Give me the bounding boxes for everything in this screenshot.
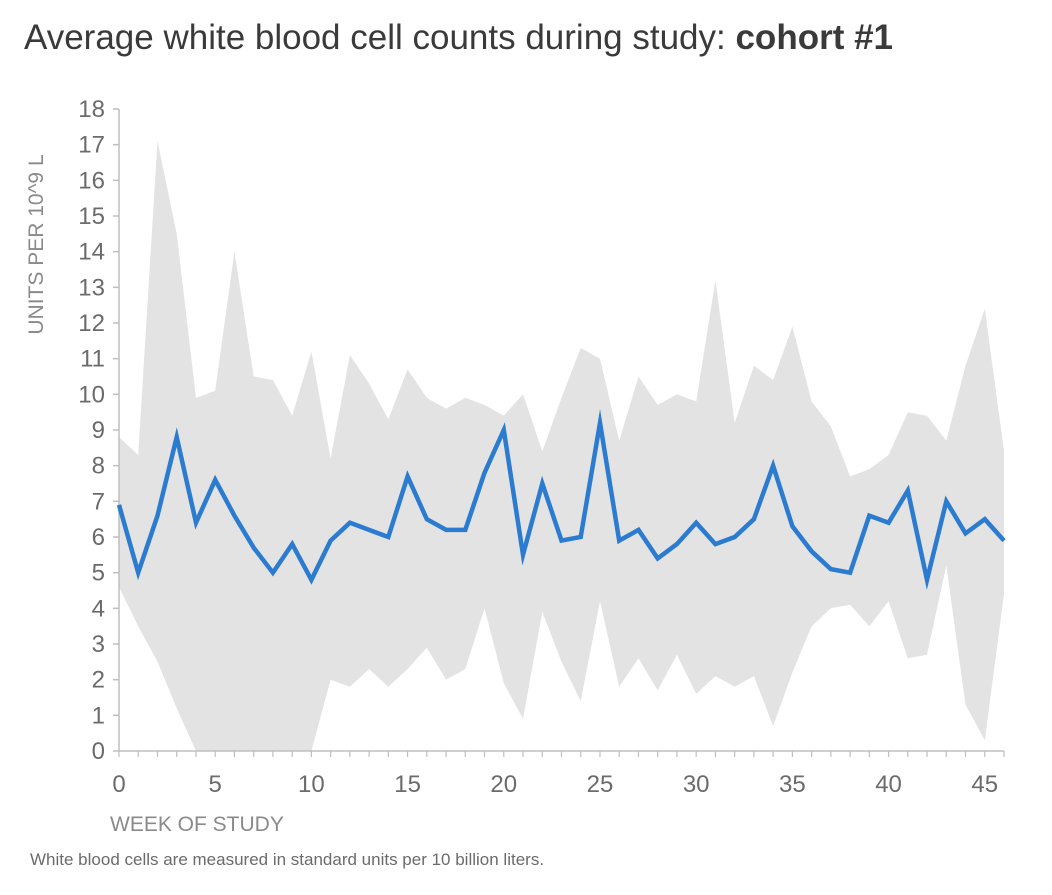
x-tick-label: 0 [112, 771, 125, 798]
x-tick-label: 20 [490, 771, 517, 798]
y-tick-label: 4 [92, 595, 105, 622]
x-tick-label: 10 [298, 771, 325, 798]
x-tick-label: 35 [779, 771, 806, 798]
y-tick-label: 15 [78, 203, 105, 230]
average-line-layer [116, 409, 1006, 590]
range-band-layer [119, 141, 1004, 752]
y-tick-label: 2 [92, 667, 105, 694]
y-axis-title: UNITS PER 10^9 L [25, 154, 48, 334]
x-tick-label: 40 [875, 771, 902, 798]
chart-title-main: Average white blood cell counts during s… [24, 18, 726, 57]
x-tick-label: 15 [394, 771, 421, 798]
y-tick-label: 12 [78, 310, 105, 337]
y-tick-label: 1 [92, 702, 105, 729]
y-tick-label: 8 [92, 453, 105, 480]
axes-layer [113, 108, 1005, 757]
y-tick-label: 5 [92, 560, 105, 587]
x-tick-label: 45 [971, 771, 998, 798]
y-tick-label: 9 [92, 417, 105, 444]
x-tick-label: 25 [587, 771, 614, 798]
chart-title-emphasis: cohort #1 [735, 18, 894, 57]
chart-title: Average white blood cell counts during s… [24, 18, 893, 58]
x-axis-title: WEEK OF STUDY [110, 813, 284, 836]
y-tick-label: 3 [92, 631, 105, 658]
range-band [119, 141, 1004, 752]
y-tick-label: 10 [78, 381, 105, 408]
y-tick-label: 6 [92, 524, 105, 551]
x-tick-label: 5 [209, 771, 222, 798]
footnote: White blood cells are measured in standa… [30, 850, 545, 869]
y-tick-label: 17 [78, 132, 105, 159]
x-tick-label: 30 [683, 771, 710, 798]
y-tick-label: 13 [78, 274, 105, 301]
y-tick-label: 14 [78, 239, 105, 266]
y-tick-label: 16 [78, 167, 105, 194]
y-tick-label: 11 [80, 346, 105, 373]
y-tick-label: 0 [92, 738, 105, 765]
y-tick-label: 18 [78, 96, 105, 123]
y-tick-label: 7 [92, 488, 105, 515]
